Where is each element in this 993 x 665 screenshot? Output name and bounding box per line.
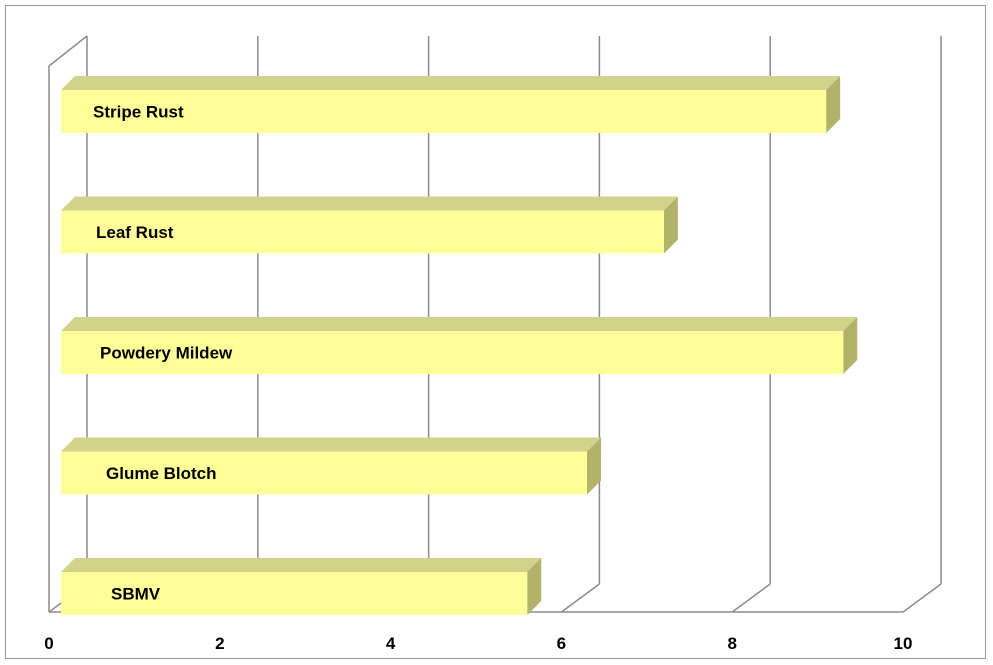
bar-top-face	[61, 196, 678, 211]
bar-side-face	[826, 76, 841, 133]
bar-label: Leaf Rust	[96, 223, 174, 242]
bar-top-face	[61, 317, 858, 331]
wall-top-edge	[48, 35, 88, 67]
bar-side-face	[843, 317, 858, 374]
bar-side-face	[663, 196, 678, 254]
x-tick-label: 2	[215, 634, 224, 653]
bar-label: Glume Blotch	[106, 464, 217, 483]
bar-label: SBMV	[111, 585, 161, 604]
bar-label: Stripe Rust	[93, 103, 184, 122]
x-tick-label: 10	[894, 634, 913, 653]
gridline-floor	[731, 583, 771, 613]
bar	[61, 331, 844, 374]
bar-side-face	[527, 558, 542, 615]
gridline-floor	[902, 583, 942, 613]
x-tick-label: 6	[557, 634, 566, 653]
bar	[61, 90, 827, 133]
bar-label: Powdery Mildew	[100, 344, 233, 363]
bar	[61, 572, 528, 615]
bar-chart: Stripe Rust Leaf Rust Powdery Mildew Glume …	[44, 35, 942, 653]
bar-layer	[61, 76, 858, 615]
bar-top-face	[61, 558, 542, 572]
x-axis-tick-labels: 0 2 4 6 8 10	[44, 634, 912, 653]
bar-top-face	[61, 437, 602, 452]
bar	[61, 451, 588, 495]
chart-frame: Stripe Rust Leaf Rust Powdery Mildew Glume …	[5, 5, 986, 659]
gridline-floor	[560, 583, 600, 613]
bar-side-face	[587, 437, 602, 495]
x-tick-label: 4	[386, 634, 396, 653]
x-tick-label: 0	[44, 634, 53, 653]
bar-top-face	[61, 76, 841, 90]
x-tick-label: 8	[727, 634, 736, 653]
bar	[61, 210, 664, 254]
bar-label-layer: Stripe Rust Leaf Rust Powdery Mildew Glume …	[93, 103, 233, 604]
